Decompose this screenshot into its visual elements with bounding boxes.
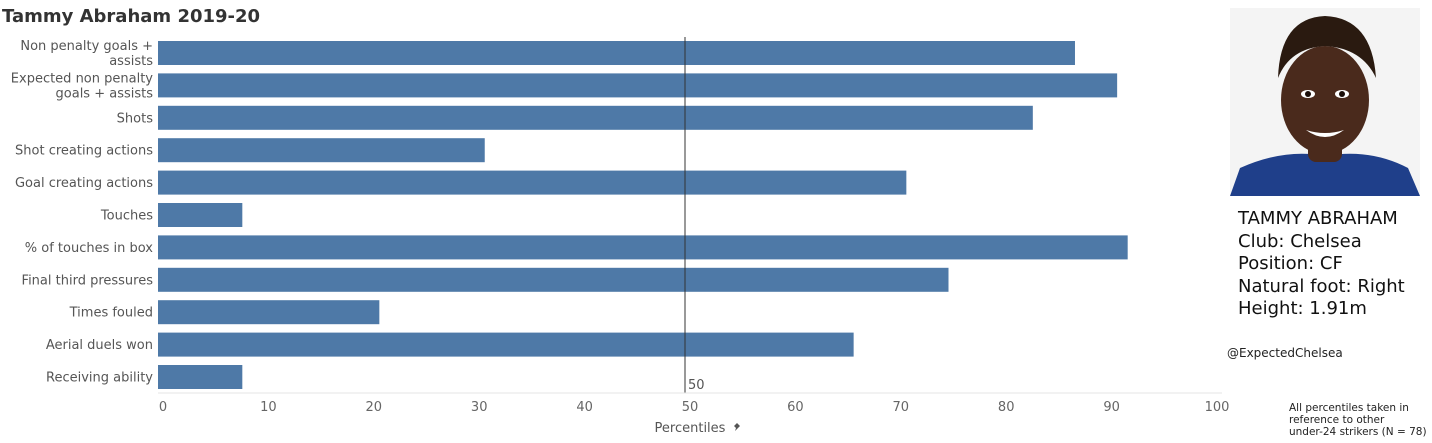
category-label-line: goals + assists <box>56 86 154 101</box>
bar-6 <box>158 235 1128 260</box>
player-info: TAMMY ABRAHAM Club: Chelsea Position: CF… <box>1238 208 1405 321</box>
footnote-line-2: reference to other <box>1289 414 1385 426</box>
category-label-7: Final third pressures <box>22 273 154 288</box>
bar-9 <box>158 332 854 357</box>
category-label-4: Goal creating actions <box>15 176 153 191</box>
category-label-line: Expected non penalty <box>11 71 154 86</box>
bar-7 <box>158 267 949 292</box>
category-label-line: Goal creating actions <box>15 176 153 191</box>
category-label-line: assists <box>109 54 153 69</box>
category-label-line: % of touches in box <box>25 241 154 256</box>
bars-group <box>158 41 1128 389</box>
player-foot: Natural foot: Right <box>1238 275 1405 297</box>
category-label-6: % of touches in box <box>25 241 154 256</box>
x-tick-labels-group: 0 10 20 30 40 50 60 70 80 90 100 <box>159 400 1230 415</box>
x-tick-label-60: 60 <box>787 400 804 415</box>
x-tick-label-0: 0 <box>159 400 167 415</box>
x-tick-label-40: 40 <box>576 400 593 415</box>
category-label-3: Shot creating actions <box>15 144 153 159</box>
bar-10 <box>158 365 243 389</box>
x-tick-label-100: 100 <box>1205 400 1230 415</box>
player-position: Position: CF <box>1238 253 1343 274</box>
footnote: All percentiles taken in reference to ot… <box>1289 402 1429 438</box>
x-tick-label-90: 90 <box>1103 400 1120 415</box>
x-tick-label-20: 20 <box>366 400 383 415</box>
x-tick-label-70: 70 <box>893 400 910 415</box>
category-label-10: Receiving ability <box>46 371 153 386</box>
x-tick-label-30: 30 <box>471 400 488 415</box>
bar-8 <box>158 300 380 325</box>
chart-title: Tammy Abraham 2019-20 <box>2 6 261 27</box>
x-tick-label-50: 50 <box>682 400 699 415</box>
footnote-line-3: under-24 strikers (N = 78) <box>1289 426 1427 438</box>
category-label-line: Non penalty goals + <box>20 39 153 54</box>
bar-0 <box>158 41 1075 65</box>
category-label-2: Shots <box>117 111 154 126</box>
x-tick-label-10: 10 <box>260 400 277 415</box>
twitter-handle: @ExpectedChelsea <box>1227 346 1343 360</box>
category-label-5: Touches <box>100 209 153 224</box>
category-label-line: Final third pressures <box>22 273 154 288</box>
category-label-line: Shot creating actions <box>15 144 153 159</box>
pin-icon[interactable] <box>734 423 740 431</box>
category-label-line: Shots <box>117 111 154 126</box>
bar-1 <box>158 73 1118 98</box>
bar-3 <box>158 138 485 163</box>
footnote-line-1: All percentiles taken in <box>1289 402 1409 414</box>
bar-2 <box>158 105 1033 130</box>
category-label-line: Touches <box>100 209 153 224</box>
category-label-line: Aerial duels won <box>46 338 153 353</box>
player-name: TAMMY ABRAHAM <box>1238 208 1398 229</box>
player-club: Club: Chelsea <box>1238 230 1362 252</box>
category-label-8: Times fouled <box>69 306 153 321</box>
player-height: Height: 1.91m <box>1238 298 1367 319</box>
bar-5 <box>158 203 243 227</box>
x-axis-title: Percentiles <box>655 421 726 436</box>
category-label-0: Non penalty goals + assists <box>20 39 153 69</box>
category-label-1: Expected non penalty goals + assists <box>11 71 154 101</box>
category-label-9: Aerial duels won <box>46 338 153 353</box>
category-label-line: Times fouled <box>69 306 153 321</box>
player-photo <box>1230 8 1420 196</box>
bar-4 <box>158 170 907 195</box>
category-label-line: Receiving ability <box>46 371 153 386</box>
reference-line-label: 50 <box>688 378 705 393</box>
x-tick-label-80: 80 <box>998 400 1015 415</box>
